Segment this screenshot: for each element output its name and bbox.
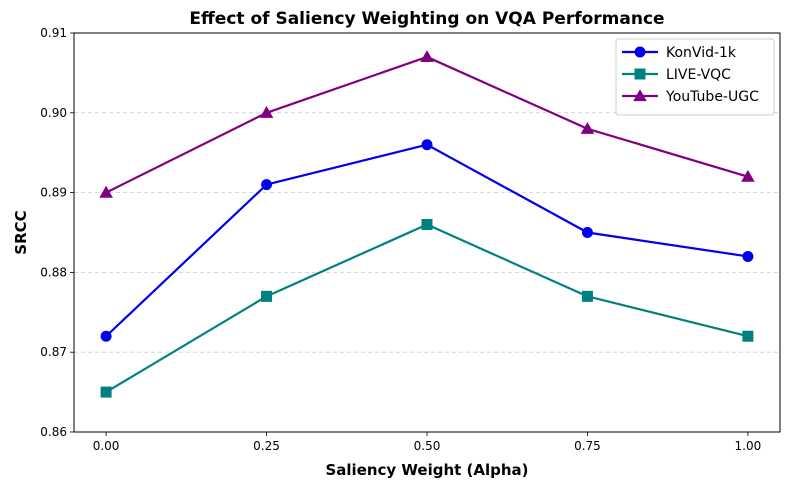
legend: KonVid-1k LIVE-VQC YouTube-UGC: [615, 38, 775, 116]
y-tick-label: 0.86: [40, 425, 67, 439]
y-tick-label: 0.89: [40, 186, 67, 200]
y-tick-label: 0.88: [40, 265, 67, 279]
axis-ticks: 0.86 0.87 0.88 0.89 0.90 0.91 0.00 0.25 0.50 0.75…: [40, 26, 761, 453]
y-tick-label: 0.90: [40, 106, 67, 120]
x-axis-label: Saliency Weight (Alpha): [325, 461, 528, 479]
data-point-youtube-ugc: [99, 185, 113, 198]
series-line-live-vqc: [105, 223, 749, 394]
data-point-konvid-1k: [261, 179, 273, 191]
data-point-live-vqc: [581, 290, 593, 302]
x-tick-label: 0.00: [93, 439, 120, 453]
data-point-live-vqc: [742, 330, 754, 342]
data-point-konvid-1k: [100, 330, 112, 342]
x-tick-label: 0.25: [253, 439, 280, 453]
legend-label-youtube-ugc: YouTube-UGC: [665, 89, 759, 105]
legend-marker-konvid-1k: [634, 46, 646, 58]
data-point-live-vqc: [100, 386, 112, 398]
legend-label-konvid-1k: KonVid-1k: [666, 45, 737, 61]
data-point-live-vqc: [421, 219, 433, 231]
legend-marker-live-vqc: [634, 68, 646, 80]
y-tick-label: 0.87: [40, 345, 67, 359]
data-point-konvid-1k: [742, 250, 754, 262]
data-point-youtube-ugc: [580, 121, 595, 134]
data-point-live-vqc: [261, 290, 273, 302]
legend-marker-youtube-ugc: [633, 89, 647, 102]
y-axis-label: SRCC: [12, 210, 30, 254]
series-markers: [99, 50, 755, 398]
data-point-youtube-ugc: [420, 50, 434, 63]
y-tick-label: 0.91: [40, 26, 67, 40]
x-tick-label: 0.50: [414, 439, 441, 453]
chart-title: Effect of Saliency Weighting on VQA Perf…: [189, 9, 664, 29]
x-tick-label: 0.75: [574, 439, 601, 453]
data-point-konvid-1k: [581, 227, 593, 238]
x-tick-label: 1.00: [735, 439, 762, 453]
data-point-konvid-1k: [421, 139, 433, 151]
legend-label-live-vqc: LIVE-VQC: [666, 67, 731, 83]
data-point-youtube-ugc: [259, 106, 274, 118]
series-line-konvid-1k: [105, 143, 749, 338]
data-point-youtube-ugc: [741, 169, 755, 182]
